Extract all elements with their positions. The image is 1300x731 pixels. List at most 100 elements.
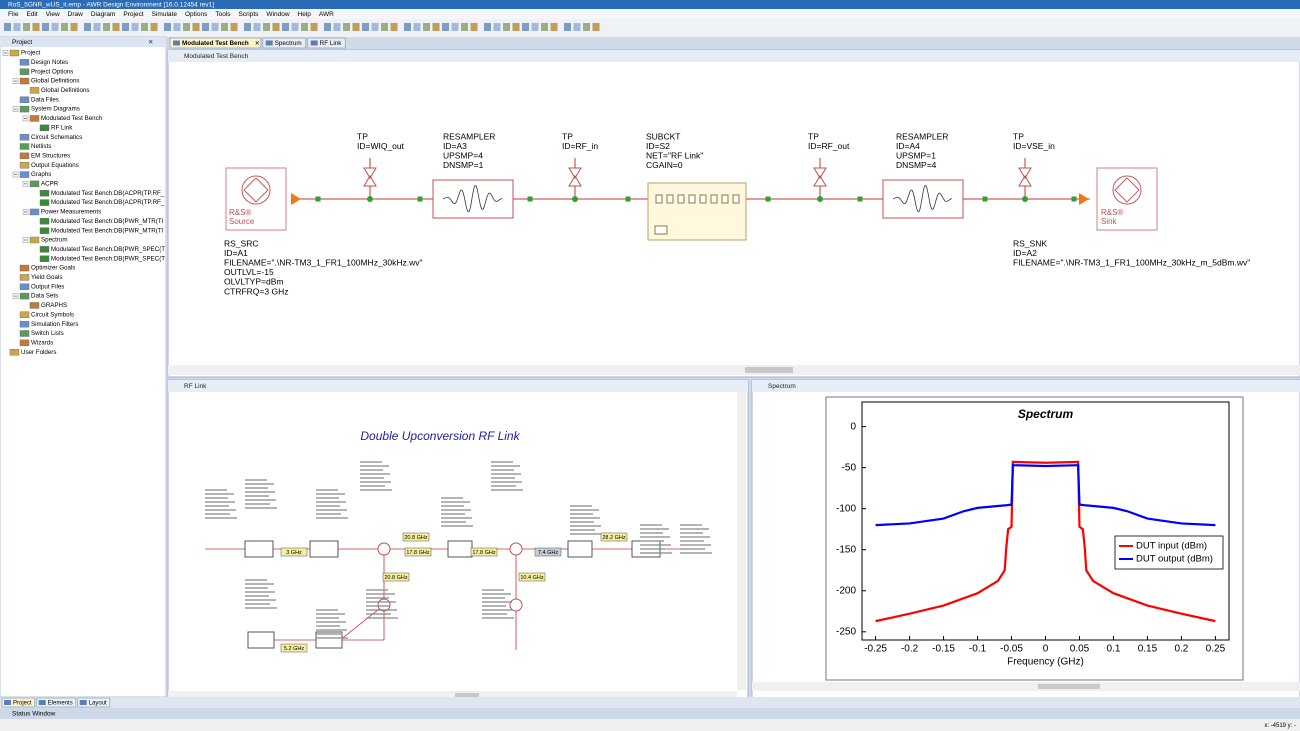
- toolbar-button[interactable]: [131, 23, 139, 31]
- tree-item[interactable]: Output Equations: [31, 162, 79, 169]
- tree-item[interactable]: Project: [21, 50, 41, 57]
- tree-item[interactable]: EM Structures: [31, 152, 70, 159]
- toolbar-button[interactable]: [541, 23, 548, 31]
- toolbar-button[interactable]: [230, 23, 238, 31]
- bottom-tab-label[interactable]: Project: [13, 700, 32, 706]
- toolbar-button[interactable]: [352, 23, 360, 31]
- scroll-thumb[interactable]: [1038, 684, 1100, 689]
- toolbar-button[interactable]: [432, 23, 440, 31]
- toolbar-button[interactable]: [362, 23, 369, 31]
- document-tab[interactable]: Modulated Test Bench ✕: [169, 37, 262, 49]
- toolbar-button[interactable]: [122, 23, 129, 31]
- tree-item[interactable]: Modulated Test Bench:DB(PWR_SPEC(T: [51, 255, 165, 262]
- toolbar-button[interactable]: [282, 23, 289, 31]
- tab-close[interactable]: ✕: [255, 41, 260, 47]
- toolbar-button[interactable]: [564, 23, 571, 31]
- menu-item[interactable]: View: [46, 11, 60, 18]
- toolbar-button[interactable]: [531, 23, 539, 31]
- panel-close[interactable]: ✕: [148, 39, 153, 46]
- menu-item[interactable]: Tools: [215, 11, 231, 18]
- scrollbar[interactable]: [752, 682, 1300, 691]
- tree-item[interactable]: Modulated Test Bench: [41, 115, 103, 122]
- tree-item[interactable]: ACPR: [41, 181, 59, 188]
- tree-item[interactable]: Global Definitions: [41, 87, 90, 94]
- toolbar-button[interactable]: [301, 23, 308, 31]
- toolbar-button[interactable]: [4, 23, 11, 31]
- toolbar-button[interactable]: [164, 23, 171, 31]
- toolbar-button[interactable]: [211, 23, 219, 31]
- toolbar-button[interactable]: [32, 23, 40, 31]
- menu-item[interactable]: File: [8, 11, 19, 18]
- tab-label[interactable]: Modulated Test Bench: [182, 40, 249, 47]
- toolbar-button[interactable]: [493, 23, 501, 31]
- tab-label[interactable]: Spectrum: [275, 40, 302, 47]
- toolbar-button[interactable]: [413, 23, 421, 31]
- toolbar-button[interactable]: [84, 23, 91, 31]
- toolbar-button[interactable]: [324, 23, 331, 31]
- menu-item[interactable]: Edit: [26, 11, 37, 18]
- toolbar-button[interactable]: [333, 23, 341, 31]
- tree-item[interactable]: Netlists: [31, 143, 51, 150]
- tree-item[interactable]: Data Files: [31, 96, 59, 103]
- toolbar-button[interactable]: [42, 23, 49, 31]
- tree-item[interactable]: Global Definitions: [31, 78, 80, 85]
- status-window-tab[interactable]: Status Window: [12, 711, 56, 718]
- scrollbar[interactable]: [168, 691, 737, 700]
- toolbar-button[interactable]: [592, 23, 600, 31]
- tree-item[interactable]: Simulation Filters: [31, 321, 78, 328]
- bottom-tab-label[interactable]: Elements: [48, 700, 73, 706]
- toolbar-button[interactable]: [291, 23, 299, 31]
- menu-item[interactable]: Simulate: [152, 11, 178, 18]
- menu-item[interactable]: Project: [123, 11, 143, 18]
- toolbar-button[interactable]: [272, 23, 280, 31]
- tree-item[interactable]: Modulated Test Bench:DB(PWR_SPEC(T: [51, 246, 165, 253]
- toolbar-button[interactable]: [512, 23, 520, 31]
- tree-item[interactable]: GRAPHS: [41, 302, 67, 309]
- toolbar-button[interactable]: [253, 23, 261, 31]
- tab-label[interactable]: RF Link: [320, 40, 343, 47]
- scroll-thumb[interactable]: [455, 693, 479, 698]
- scroll-thumb[interactable]: [745, 367, 793, 373]
- toolbar-button[interactable]: [13, 23, 21, 31]
- bottom-tab[interactable]: [36, 697, 77, 708]
- toolbar-button[interactable]: [93, 23, 101, 31]
- document-tab[interactable]: RF Link: [307, 37, 346, 49]
- toolbar-button[interactable]: [173, 23, 181, 31]
- tree-item[interactable]: User Folders: [21, 349, 56, 356]
- tree-item[interactable]: Spectrum: [41, 237, 67, 244]
- tree-item[interactable]: Wizards: [31, 339, 53, 346]
- toolbar-button[interactable]: [484, 23, 491, 31]
- menu-item[interactable]: Diagram: [91, 11, 116, 18]
- toolbar-button[interactable]: [522, 23, 529, 31]
- toolbar-button[interactable]: [573, 23, 581, 31]
- bottom-tab-label[interactable]: Layout: [89, 700, 107, 706]
- toolbar-button[interactable]: [343, 23, 350, 31]
- tree-item[interactable]: Circuit Schematics: [31, 134, 82, 141]
- tree-item[interactable]: RF Link: [51, 124, 73, 131]
- tree-item[interactable]: Circuit Symbols: [31, 311, 74, 318]
- tree-item[interactable]: Optimizer Goals: [31, 265, 75, 272]
- tree-item[interactable]: Graphs: [31, 171, 51, 178]
- toolbar-button[interactable]: [583, 23, 590, 31]
- toolbar-button[interactable]: [451, 23, 459, 31]
- menu-item[interactable]: Scripts: [239, 11, 260, 18]
- tree-item[interactable]: Switch Lists: [31, 330, 64, 337]
- toolbar-button[interactable]: [404, 23, 411, 31]
- toolbar-button[interactable]: [183, 23, 190, 31]
- tree-item[interactable]: Design Notes: [31, 59, 68, 66]
- tree-item[interactable]: Project Options: [31, 68, 73, 75]
- toolbar-button[interactable]: [51, 23, 59, 31]
- tree-item[interactable]: Modulated Test Bench:DB(PWR_MTR(TI: [51, 218, 164, 225]
- toolbar-button[interactable]: [390, 23, 398, 31]
- toolbar-button[interactable]: [192, 23, 200, 31]
- toolbar-button[interactable]: [202, 23, 209, 31]
- toolbar-button[interactable]: [470, 23, 478, 31]
- toolbar-button[interactable]: [423, 23, 430, 31]
- toolbar-button[interactable]: [381, 23, 388, 31]
- toolbar-button[interactable]: [141, 23, 148, 31]
- menu-item[interactable]: Help: [298, 11, 312, 18]
- toolbar-button[interactable]: [70, 23, 78, 31]
- toolbar-button[interactable]: [244, 23, 251, 31]
- document-tab[interactable]: Spectrum: [262, 37, 307, 49]
- toolbar-button[interactable]: [150, 23, 158, 31]
